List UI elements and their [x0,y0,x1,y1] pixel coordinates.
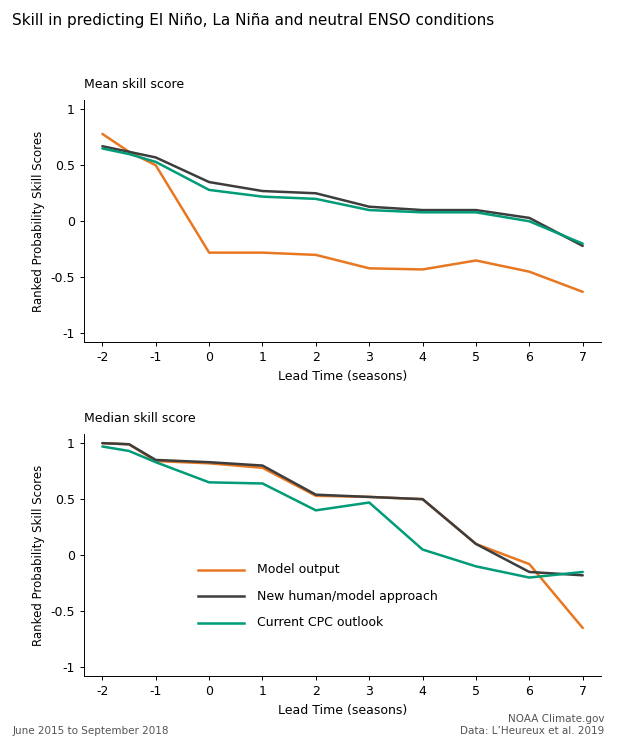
Text: Median skill score: Median skill score [84,412,195,424]
Y-axis label: Ranked Probability Skill Scores: Ranked Probability Skill Scores [32,464,45,646]
Text: June 2015 to September 2018: June 2015 to September 2018 [12,726,169,736]
Text: Skill in predicting El Niño, La Niña and neutral ENSO conditions: Skill in predicting El Niño, La Niña and… [12,13,495,27]
Text: Model output: Model output [257,563,340,576]
Y-axis label: Ranked Probability Skill Scores: Ranked Probability Skill Scores [32,131,45,312]
Text: NOAA Climate.gov
Data: L’Heureux et al. 2019: NOAA Climate.gov Data: L’Heureux et al. … [460,714,604,736]
Text: Current CPC outlook: Current CPC outlook [257,617,383,629]
Text: Mean skill score: Mean skill score [84,77,184,91]
Text: New human/model approach: New human/model approach [257,590,438,603]
X-axis label: Lead Time (seasons): Lead Time (seasons) [278,704,407,717]
X-axis label: Lead Time (seasons): Lead Time (seasons) [278,370,407,383]
